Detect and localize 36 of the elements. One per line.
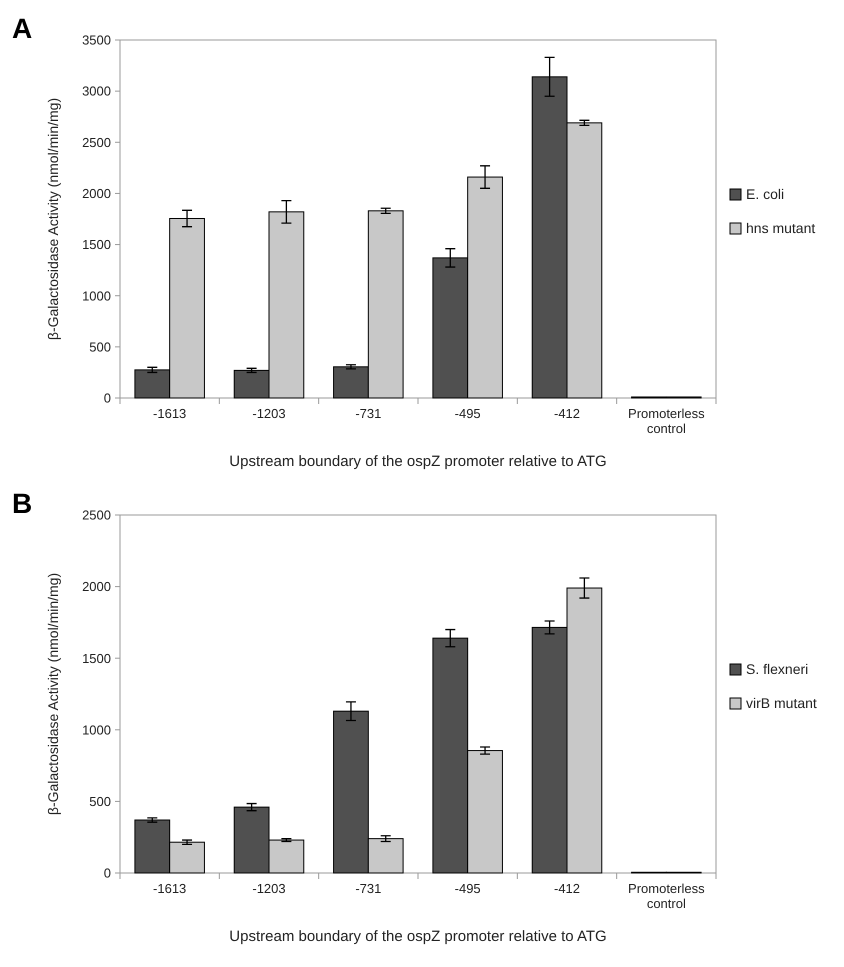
y-tick-label: 500 [89, 794, 111, 809]
y-axis-title: β-Galactosidase Activity (nmol/min/mg) [45, 572, 61, 816]
x-tick-label: -1613 [153, 881, 186, 896]
y-tick-label: 0 [104, 866, 111, 881]
y-tick-label: 1000 [82, 288, 111, 304]
legend-label: E. coli [746, 186, 784, 202]
legend-label: virB mutant [746, 695, 817, 711]
y-tick-label: 1500 [82, 237, 111, 252]
x-tick-label: -731 [355, 881, 382, 896]
y-axis-title: β-Galactosidase Activity (nmol/min/mg) [45, 98, 61, 340]
y-tick-label: 0 [104, 390, 111, 406]
x-tick-label: -1203 [252, 406, 286, 421]
x-axis-title: Upstream boundary of the ospZ promoter relative to ATG [229, 453, 607, 470]
y-tick-label: 2000 [82, 579, 111, 594]
y-tick-label: 500 [89, 339, 111, 354]
x-axis-title: Upstream boundary of the ospZ promoter relative to ATG [229, 928, 607, 945]
y-tick-label: 2000 [82, 186, 111, 201]
y-tick-label: 3000 [82, 84, 111, 99]
legend-label: S. flexneri [746, 661, 808, 677]
chart-title: B [12, 488, 32, 519]
y-tick-label: 1000 [82, 722, 111, 738]
x-tick-label: -1613 [153, 406, 186, 421]
x-tick-label: Promoterless control [628, 406, 706, 436]
chart-title: A [12, 13, 32, 44]
x-tick-label: -412 [554, 406, 580, 421]
x-tick-label: -412 [554, 881, 580, 896]
legend-label: hns mutant [746, 220, 816, 236]
y-tick-label: 1500 [82, 650, 111, 666]
x-tick-label: -495 [454, 881, 481, 896]
y-tick-label: 2500 [82, 134, 111, 150]
x-tick-label: Promoterless control [628, 881, 706, 911]
y-tick-label: 2500 [82, 508, 111, 523]
y-tick-label: 3500 [82, 32, 111, 48]
x-tick-label: -495 [454, 406, 481, 421]
x-tick-label: -1203 [252, 881, 286, 896]
x-tick-label: -731 [355, 406, 382, 421]
